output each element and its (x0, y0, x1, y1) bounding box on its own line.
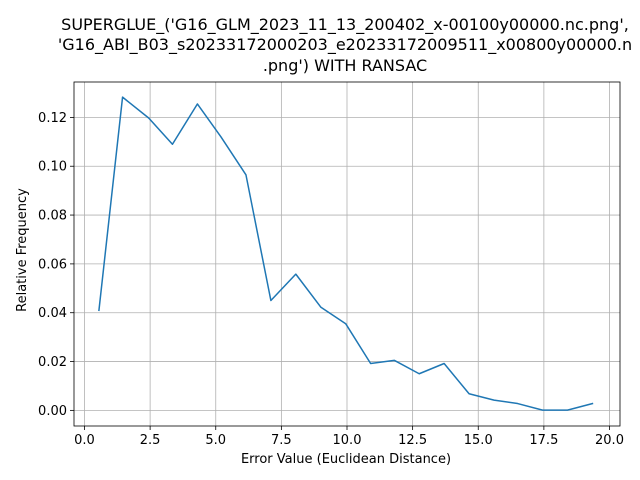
y-tick-label: 0.08 (38, 209, 67, 224)
chart-title-line-2: 'G16_ABI_B03_s20233172000203_e2023317200… (58, 35, 632, 55)
x-axis-label: Error Value (Euclidean Distance) (241, 452, 451, 467)
x-axis-ticks: 0.0 2.5 5.0 7.5 10.0 12.5 15.0 17.5 20.0 (74, 426, 624, 448)
x-tick-label: 17.5 (529, 433, 558, 448)
grid-lines (74, 82, 620, 426)
y-tick-label: 0.06 (38, 257, 67, 272)
chart-title-line-1: SUPERGLUE_('G16_GLM_2023_11_13_200402_x-… (61, 15, 629, 35)
x-tick-label: 15.0 (464, 433, 493, 448)
y-axis-ticks: 0.00 0.02 0.04 0.06 0.08 0.10 0.12 (38, 111, 74, 419)
y-tick-label: 0.00 (38, 404, 67, 419)
series-line (98, 96, 594, 411)
plot-area (98, 96, 594, 411)
y-tick-label: 0.04 (38, 306, 67, 321)
chart-title: SUPERGLUE_('G16_GLM_2023_11_13_200402_x-… (58, 15, 632, 75)
x-tick-label: 5.0 (205, 433, 226, 448)
x-tick-label: 2.5 (140, 433, 161, 448)
x-tick-label: 20.0 (595, 433, 624, 448)
x-tick-label: 10.0 (333, 433, 362, 448)
chart-title-line-3: .png') WITH RANSAC (263, 56, 427, 75)
y-tick-label: 0.12 (38, 111, 67, 126)
y-axis-label: Relative Frequency (15, 188, 30, 312)
x-tick-label: 12.5 (398, 433, 427, 448)
y-tick-label: 0.10 (38, 160, 67, 175)
y-tick-label: 0.02 (38, 355, 67, 370)
x-tick-label: 0.0 (74, 433, 95, 448)
x-tick-label: 7.5 (271, 433, 292, 448)
